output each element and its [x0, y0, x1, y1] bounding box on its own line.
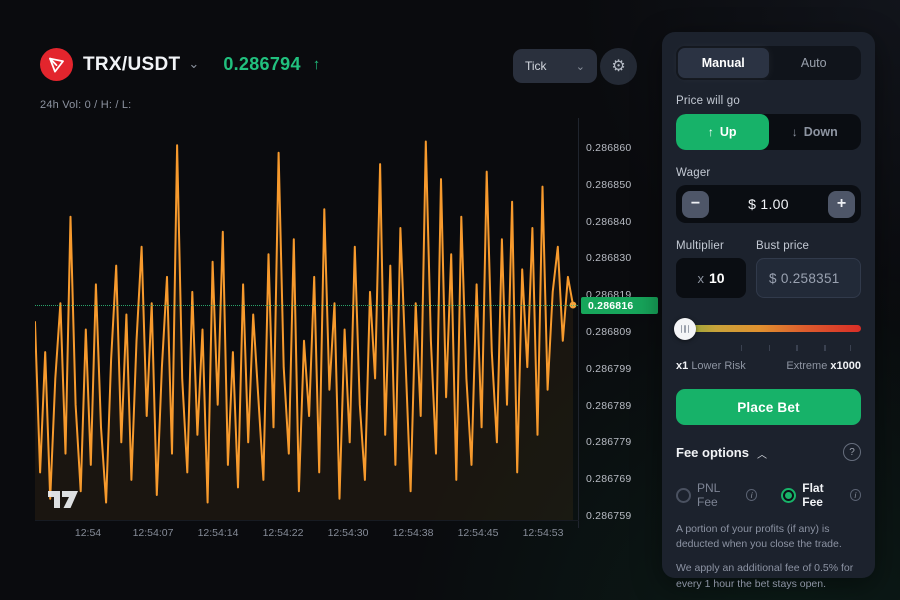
price-scale-label: 0.286860: [586, 142, 632, 154]
tradingview-watermark-icon: [48, 486, 80, 515]
radio-checked-icon: [781, 487, 797, 503]
direction-toggle: ↑ Up ↓ Down: [676, 114, 861, 150]
up-button[interactable]: ↑ Up: [676, 114, 769, 150]
tab-manual[interactable]: Manual: [678, 48, 769, 78]
risk-slider[interactable]: [674, 318, 861, 340]
time-axis[interactable]: 12:54 12:54:07 12:54:14 12:54:22 12:54:30 12:…: [0, 527, 660, 543]
down-label: Down: [803, 125, 838, 139]
fee-radio-group: PNL Fee i Flat Fee i: [676, 481, 861, 509]
fee-options-title: Fee options: [676, 444, 749, 460]
chevron-down-icon[interactable]: ⌄: [188, 55, 200, 71]
pair-name[interactable]: TRX/USDT: [83, 53, 181, 75]
price-scale-label: 0.286850: [586, 178, 632, 191]
wager-increase-button[interactable]: +: [827, 190, 855, 218]
risk-slider-ticks: [676, 345, 861, 352]
risk-slider-handle[interactable]: [674, 318, 696, 340]
pnl-fee-label: PNL Fee: [697, 481, 720, 509]
chart-settings-button[interactable]: ⚙: [600, 48, 637, 85]
bust-price-input: $ 0.258351: [756, 258, 861, 298]
interval-label: Tick: [525, 59, 547, 73]
place-bet-button[interactable]: Place Bet: [676, 389, 861, 425]
price-scale-label: 0.286779: [586, 436, 632, 449]
price-chart[interactable]: [34, 118, 578, 520]
wager-value[interactable]: $ 1.00: [748, 196, 789, 212]
market-stats: 24h Vol: 0 / H: / L:: [40, 99, 132, 111]
wager-decrease-button[interactable]: −: [682, 190, 709, 218]
time-axis-label: 12:54:38: [392, 527, 434, 539]
price-scale-label: 0.286799: [586, 362, 632, 375]
fee-description-1: A portion of your profits (if any) is de…: [676, 523, 842, 551]
bet-panel: Manual Auto Price will go ↑ Up ↓ Down Wa…: [662, 32, 875, 590]
risk-labels: x1 Lower Risk Extreme x1000: [676, 360, 861, 372]
bust-price-label: Bust price: [756, 240, 810, 252]
time-axis-label: 12:54: [74, 527, 102, 539]
fee-options-toggle[interactable]: Fee options ︿: [676, 444, 767, 461]
market-header: TRX/USDT ⌄ 0.286794 ↑: [40, 48, 320, 81]
gear-icon: ⚙: [611, 57, 626, 75]
risk-slider-track[interactable]: [676, 325, 861, 332]
chevron-down-icon: ⌄: [575, 60, 585, 73]
time-axis-line: [35, 520, 579, 521]
wager-input[interactable]: − $ 1.00 +: [676, 185, 861, 223]
direction-label: Price will go: [676, 95, 740, 107]
flat-fee-label: Flat Fee: [802, 481, 824, 509]
price-axis-line: [578, 118, 579, 528]
price-scale-label: 0.286759: [586, 510, 632, 522]
fee-description-2: We apply an additional fee of 0.5% for e…: [676, 562, 854, 590]
chart-svg: [34, 140, 577, 520]
multiplier-value: 10: [708, 270, 725, 286]
pnl-fee-radio[interactable]: PNL Fee i: [676, 481, 758, 509]
time-axis-label: 12:54:30: [327, 527, 369, 539]
time-axis-label: 12:54:45: [457, 527, 499, 539]
price-scale[interactable]: 0.286860 0.286850 0.286840 0.286830 0.286819…: [586, 0, 666, 600]
time-axis-label: 12:54:14: [197, 527, 239, 539]
info-icon[interactable]: i: [746, 489, 758, 501]
price-scale-label: 0.286809: [586, 326, 632, 338]
current-price-line: [35, 305, 578, 306]
live-price: 0.286794: [223, 54, 301, 74]
price-scale-label: 0.286789: [586, 399, 632, 412]
risk-max-label: Extreme: [786, 360, 828, 372]
risk-max: x1000: [830, 360, 861, 372]
multiplier-label: Multiplier: [676, 240, 725, 252]
price-scale-label: 0.286830: [586, 252, 632, 265]
tab-auto[interactable]: Auto: [800, 56, 827, 70]
down-button[interactable]: ↓ Down: [769, 114, 862, 150]
multiplier-input[interactable]: x 10: [676, 258, 746, 298]
multiplier-prefix: x: [697, 270, 704, 286]
price-scale-label: 0.286840: [586, 215, 632, 228]
price-up-arrow-icon: ↑: [312, 56, 321, 73]
help-icon[interactable]: ?: [843, 443, 861, 461]
current-price-tag: 0.286816: [581, 297, 658, 314]
fee-options-header: Fee options ︿ ?: [676, 443, 861, 461]
wager-label: Wager: [676, 167, 711, 179]
radio-unchecked-icon: [676, 487, 691, 503]
interval-select[interactable]: Tick ⌄: [513, 49, 597, 83]
up-arrow-icon: ↑: [707, 125, 714, 139]
chevron-up-icon: ︿: [756, 449, 767, 461]
time-axis-label: 12:54:07: [132, 527, 174, 539]
tron-logo-icon: [40, 48, 73, 81]
info-icon[interactable]: i: [849, 489, 861, 501]
down-arrow-icon: ↓: [791, 125, 798, 139]
risk-min-label: Lower Risk: [691, 360, 746, 372]
up-label: Up: [719, 125, 737, 139]
mode-tabs: Manual Auto: [676, 46, 861, 80]
flat-fee-radio[interactable]: Flat Fee i: [781, 481, 861, 509]
time-axis-label: 12:54:53: [522, 527, 564, 539]
time-axis-label: 12:54:22: [262, 527, 304, 539]
price-scale-label: 0.286769: [586, 473, 632, 486]
risk-min: x1: [676, 360, 689, 372]
